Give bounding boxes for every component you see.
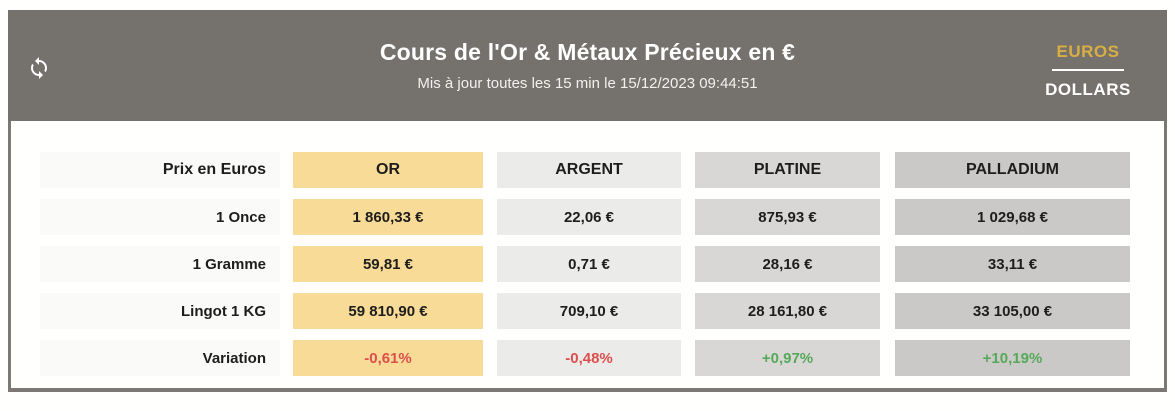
price-cell-or-once: 1 860,33 € [293,199,483,235]
price-cell-or-gramme: 59,81 € [293,246,483,282]
table-row-lingot: Lingot 1 KG 59 810,90 € 709,10 € 28 161,… [40,293,1164,329]
table-header-row: Prix en Euros OR ARGENT PLATINE PALLADIU… [40,152,1164,188]
gold-price-widget: Cours de l'Or & Métaux Précieux en € Mis… [8,10,1167,392]
table-row-once: 1 Once 1 860,33 € 22,06 € 875,93 € 1 029… [40,199,1164,235]
variation-cell-palladium: +10,19% [895,340,1130,376]
variation-cell-platine: +0,97% [695,340,880,376]
column-header-argent: ARGENT [497,152,681,188]
widget-header: Cours de l'Or & Métaux Précieux en € Mis… [8,10,1167,121]
page-title: Cours de l'Or & Métaux Précieux en € [379,39,796,65]
table-row-variation: Variation -0,61% -0,48% +0,97% +10,19% [40,340,1164,376]
price-cell-platine-lingot: 28 161,80 € [695,293,880,329]
variation-cell-or: -0,61% [293,340,483,376]
toggle-dollars[interactable]: DOLLARS [1045,80,1131,99]
label-column-header: Prix en Euros [40,152,280,188]
price-cell-argent-gramme: 0,71 € [497,246,681,282]
header-titles: Cours de l'Or & Métaux Précieux en € Mis… [8,10,1167,121]
price-cell-or-lingot: 59 810,90 € [293,293,483,329]
row-label: 1 Gramme [40,246,280,282]
last-update-text: Mis à jour toutes les 15 min le 15/12/20… [417,75,758,92]
row-label: 1 Once [40,199,280,235]
toggle-euros[interactable]: EUROS [1056,42,1120,61]
column-header-platine: PLATINE [695,152,880,188]
active-currency-underline [1052,69,1124,71]
variation-cell-argent: -0,48% [497,340,681,376]
currency-toggle: EUROS DOLLARS [1033,40,1143,102]
price-cell-platine-once: 875,93 € [695,199,880,235]
price-table: Prix en Euros OR ARGENT PLATINE PALLADIU… [40,152,1164,376]
price-cell-argent-once: 22,06 € [497,199,681,235]
refresh-button[interactable] [24,54,54,84]
widget-body: Prix en Euros OR ARGENT PLATINE PALLADIU… [8,121,1167,392]
row-label: Variation [40,340,280,376]
column-header-or: OR [293,152,483,188]
price-cell-palladium-once: 1 029,68 € [895,199,1130,235]
price-cell-platine-gramme: 28,16 € [695,246,880,282]
price-cell-palladium-gramme: 33,11 € [895,246,1130,282]
column-header-palladium: PALLADIUM [895,152,1130,188]
refresh-icon [27,56,51,83]
price-cell-argent-lingot: 709,10 € [497,293,681,329]
price-cell-palladium-lingot: 33 105,00 € [895,293,1130,329]
row-label: Lingot 1 KG [40,293,280,329]
table-row-gramme: 1 Gramme 59,81 € 0,71 € 28,16 € 33,11 € [40,246,1164,282]
